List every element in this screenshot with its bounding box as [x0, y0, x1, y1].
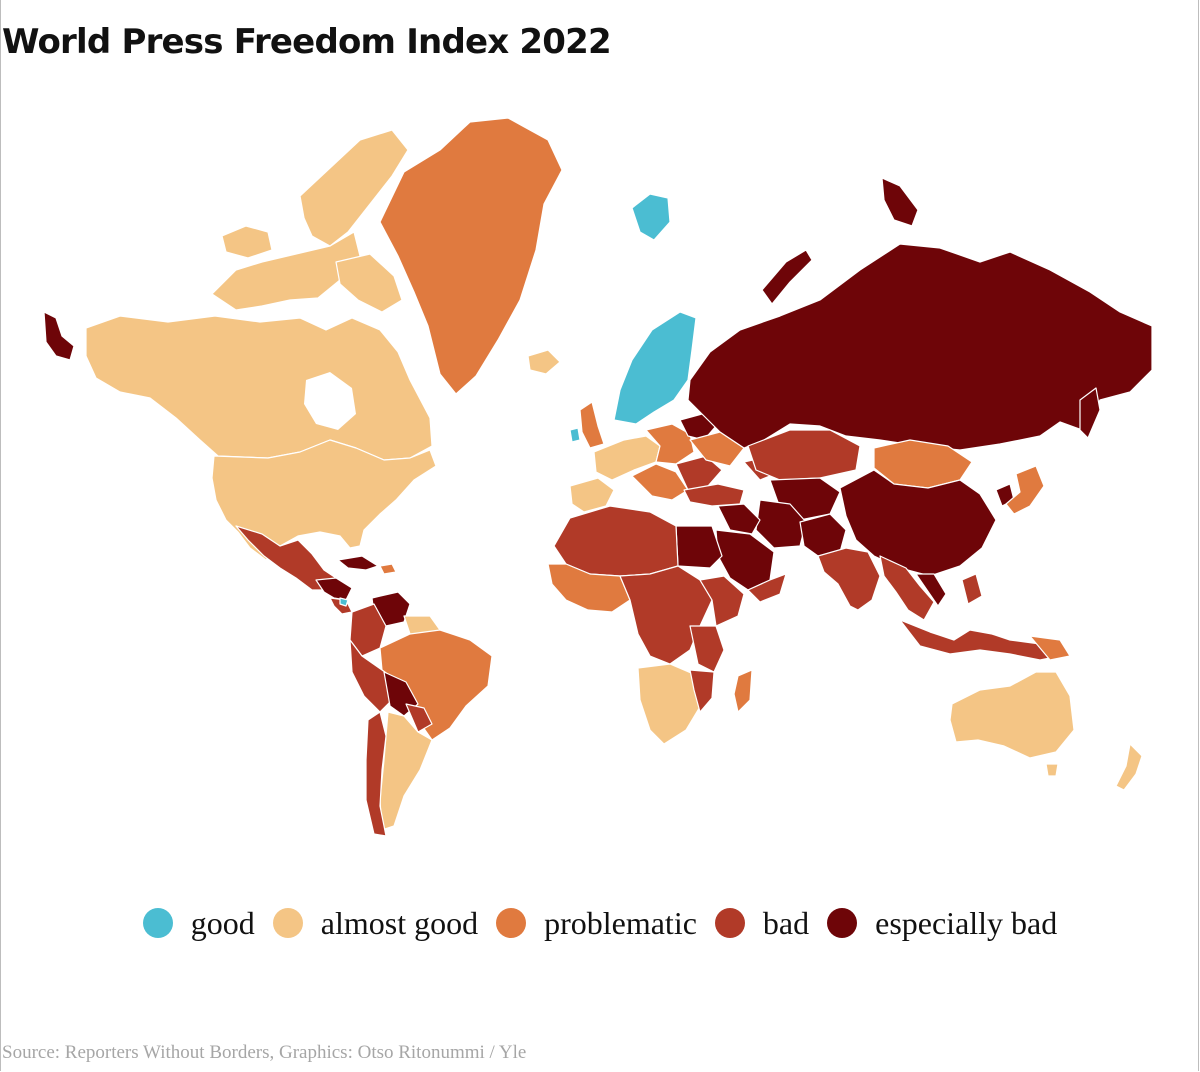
- region-central-europe: [645, 423, 695, 465]
- region-balkans: [675, 455, 723, 491]
- legend-label-almost-good: almost good: [320, 904, 479, 941]
- region-iceland: [527, 349, 561, 375]
- region-arctic-island: [881, 177, 919, 227]
- legend-item-good: good: [142, 904, 255, 942]
- region-chile: [365, 711, 387, 837]
- world-map: [43, 117, 1153, 837]
- region-ukraine: [689, 431, 745, 467]
- region-southeast-asia: [879, 555, 935, 621]
- region-india: [817, 547, 881, 611]
- legend-label-bad: bad: [762, 904, 810, 941]
- region-east-africa: [689, 625, 725, 673]
- region-scandinavia: [613, 311, 697, 425]
- region-vietnam-laos: [915, 573, 947, 607]
- region-costa-rica: [339, 597, 349, 607]
- region-madagascar: [733, 669, 753, 713]
- region-horn-africa: [699, 575, 745, 627]
- region-svalbard: [631, 193, 671, 241]
- region-china: [839, 469, 997, 577]
- region-australia: [949, 671, 1075, 759]
- region-japan: [1005, 465, 1045, 515]
- legend-label-good: good: [190, 904, 255, 941]
- region-iberia: [569, 477, 615, 513]
- legend-swatch-problematic: [496, 908, 527, 938]
- legend-item-problematic: problematic: [496, 905, 697, 942]
- region-canada: [85, 315, 433, 461]
- map-legend: good almost good problematic bad especia…: [0, 900, 1200, 946]
- region-yemen-oman: [747, 573, 787, 603]
- region-greenland: [379, 117, 563, 395]
- region-kazakhstan: [747, 429, 861, 481]
- legend-item-almost-good: almost good: [272, 904, 479, 942]
- legend-swatch-bad: [714, 908, 745, 938]
- region-central-america: [315, 577, 353, 601]
- region-uk: [579, 401, 605, 449]
- region-philippines: [961, 573, 983, 605]
- region-iran: [755, 499, 807, 549]
- legend-label-problematic: problematic: [544, 904, 697, 941]
- region-west-africa: [547, 563, 631, 613]
- legend-label-especially-bad: especially bad: [875, 904, 1058, 941]
- map-title: World Press Freedom Index 2022: [2, 22, 612, 62]
- region-papua: [1029, 635, 1071, 661]
- region-cuba: [337, 555, 379, 571]
- legend-item-especially-bad: especially bad: [827, 905, 1057, 942]
- region-usa: [211, 439, 437, 561]
- region-mozambique: [689, 669, 715, 713]
- region-new-zealand: [1115, 743, 1143, 791]
- region-ireland: [569, 427, 581, 443]
- region-canada-arctic-3: [221, 225, 273, 259]
- region-iraq-syria: [717, 503, 761, 535]
- region-sakhalin: [1079, 387, 1101, 439]
- region-argentina: [379, 711, 433, 831]
- legend-swatch-especially-bad: [827, 908, 858, 938]
- legend-swatch-almost-good: [272, 908, 303, 938]
- region-baffin: [335, 253, 403, 313]
- region-southern-africa: [637, 663, 705, 745]
- region-egypt: [675, 525, 723, 569]
- region-novaya-zemlya: [761, 249, 813, 305]
- region-paraguay: [405, 703, 433, 733]
- region-alaska-tip: [43, 311, 75, 361]
- region-caribbean: [379, 563, 397, 575]
- source-credit: Source: Reporters Without Borders, Graph…: [2, 1042, 527, 1063]
- region-canada-arctic-2: [299, 129, 409, 247]
- hudson-bay: [304, 372, 356, 430]
- legend-item-bad: bad: [714, 904, 810, 942]
- region-belarus: [679, 413, 717, 441]
- legend-swatch-good: [142, 908, 173, 938]
- region-north-africa: [553, 505, 679, 577]
- region-tasmania: [1045, 763, 1059, 777]
- region-russia: [687, 243, 1153, 451]
